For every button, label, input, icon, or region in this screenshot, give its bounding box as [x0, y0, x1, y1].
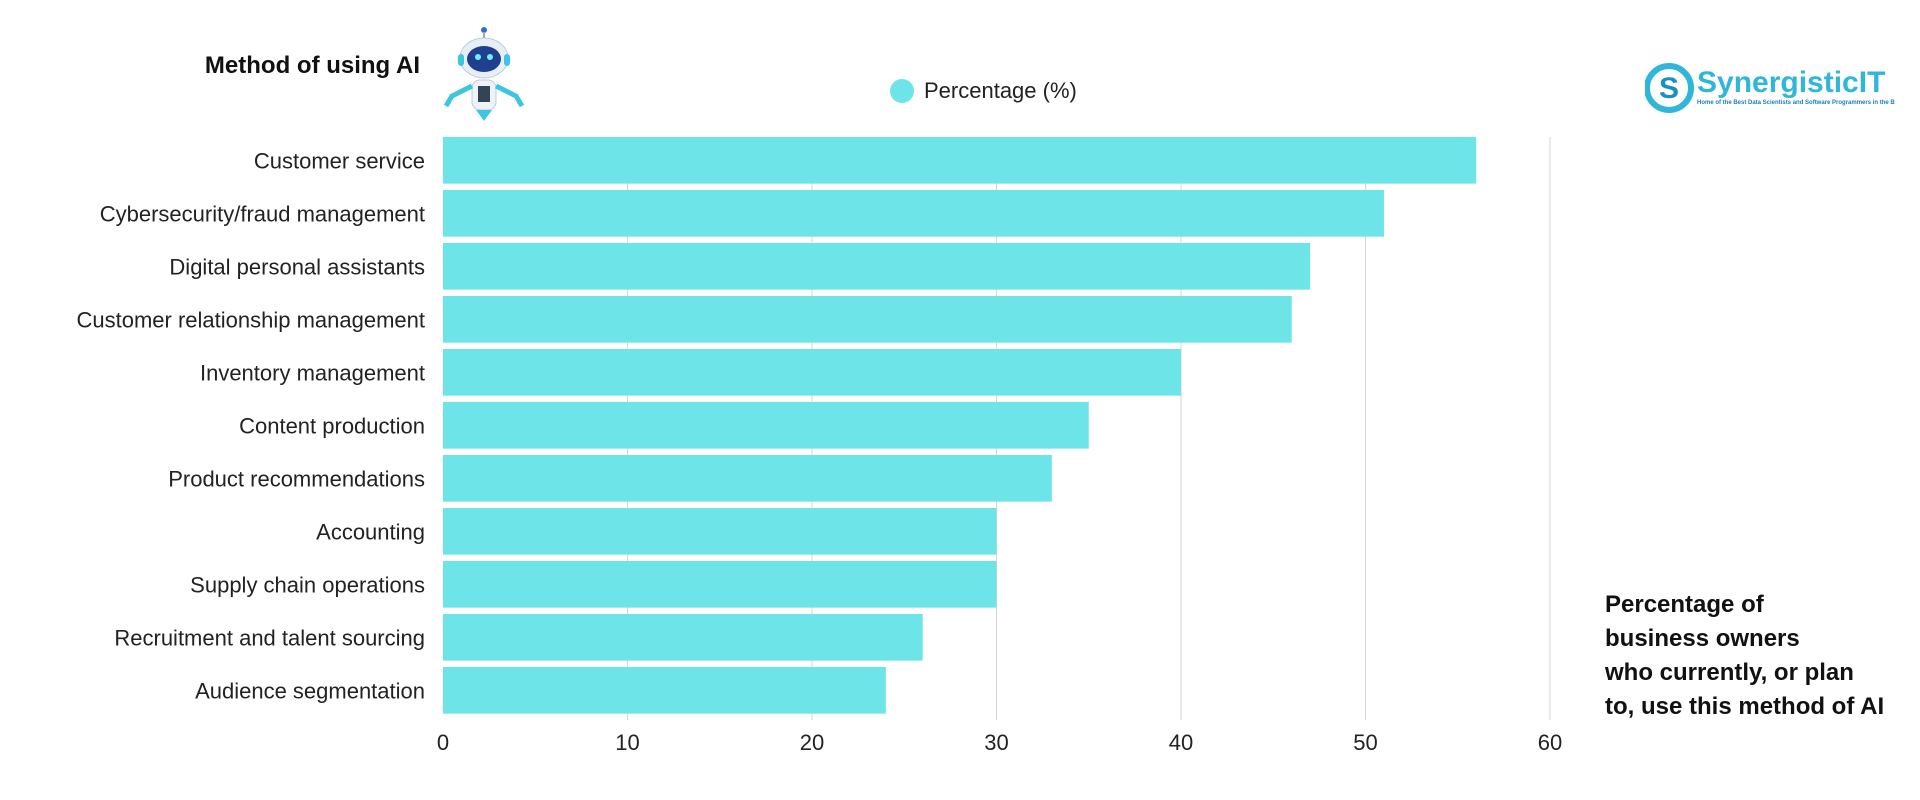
svg-text:S: S: [1659, 72, 1679, 105]
annotation-line: to, use this method of AI: [1605, 693, 1885, 720]
category-label: Supply chain operations: [190, 572, 425, 597]
robot-icon: [443, 27, 525, 121]
bar: [443, 455, 1052, 502]
category-label: Accounting: [316, 519, 425, 544]
category-label: Audience segmentation: [195, 678, 425, 703]
bar: [443, 614, 923, 661]
chart-annotation: Percentage of business owners who curren…: [1605, 588, 1915, 724]
category-label: Customer relationship management: [76, 307, 425, 332]
x-tick-label: 0: [437, 730, 449, 755]
chart-title: Method of using AI: [204, 52, 420, 79]
category-label: Customer service: [254, 148, 425, 173]
x-tick-label: 40: [1169, 730, 1193, 755]
legend-label: Percentage (%): [924, 78, 1077, 103]
bar: [443, 243, 1311, 290]
category-label: Product recommendations: [168, 466, 425, 491]
annotation-line: who currently, or plan: [1605, 659, 1854, 686]
bar: [443, 349, 1181, 396]
legend: Percentage (%): [890, 78, 1077, 104]
svg-text:Home of the Best Data Scientis: Home of the Best Data Scientists and Sof…: [1697, 100, 1895, 106]
bar: [443, 296, 1292, 343]
x-tick-label: 30: [984, 730, 1008, 755]
category-label: Inventory management: [200, 360, 425, 385]
category-label: Content production: [239, 413, 425, 438]
category-label: Digital personal assistants: [169, 254, 425, 279]
bar: [443, 190, 1384, 237]
x-tick-label: 50: [1353, 730, 1377, 755]
legend-swatch: [890, 79, 914, 103]
x-tick-label: 20: [800, 730, 824, 755]
bar: [443, 402, 1089, 449]
synergisticit-logo: S SynergisticIT Home of the Best Data Sc…: [1644, 58, 1917, 118]
svg-text:SynergisticIT: SynergisticIT: [1697, 66, 1885, 99]
x-tick-label: 10: [615, 730, 639, 755]
bar: [443, 508, 997, 555]
bar: [443, 561, 997, 608]
category-label: Cybersecurity/fraud management: [100, 201, 425, 226]
bar: [443, 137, 1477, 184]
category-label: Recruitment and talent sourcing: [114, 625, 425, 650]
bar: [443, 667, 886, 714]
annotation-line: business owners: [1605, 625, 1800, 652]
annotation-line: Percentage of: [1605, 591, 1764, 618]
x-tick-label: 60: [1538, 730, 1562, 755]
